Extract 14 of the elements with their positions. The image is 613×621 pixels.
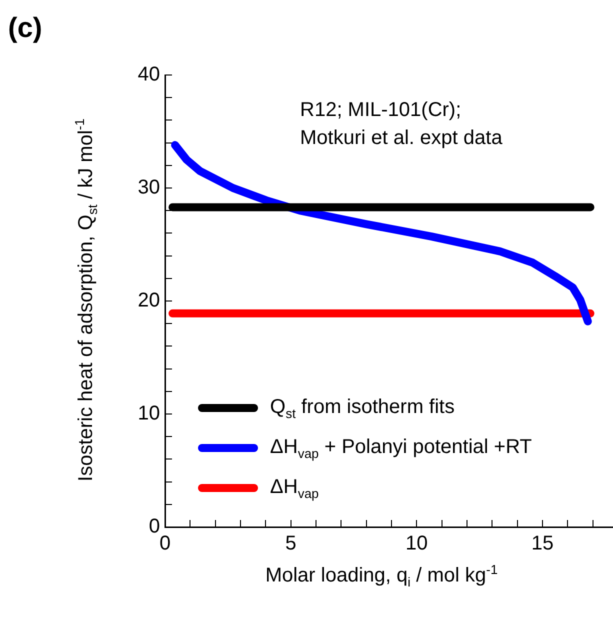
x-tick-label: 10	[406, 532, 428, 555]
legend-label: ΔH$_{vap}$ + Polanyi potential +RT	[270, 436, 532, 460]
legend-label: ΔH$_{vap}$	[270, 476, 319, 500]
annotation: R12; MIL-101(Cr); Motkuri et al. expt data	[300, 98, 502, 151]
chart-title: (c)	[8, 12, 42, 44]
x-tick-label: 15	[531, 532, 554, 555]
y-tick-label: 10	[138, 402, 160, 425]
y-tick-label: 20	[138, 290, 160, 312]
legend-label: Q$_{st}$ from isotherm fits	[270, 396, 455, 420]
x-tick-label: 5	[285, 532, 296, 555]
x-axis-title: Molar loading, q$_{i}$ / mol kg$^{-1}$	[264, 562, 499, 590]
y-tick-label: 30	[138, 176, 160, 199]
y-tick-label: 0	[148, 516, 160, 538]
y-tick-label: 40	[138, 64, 160, 86]
